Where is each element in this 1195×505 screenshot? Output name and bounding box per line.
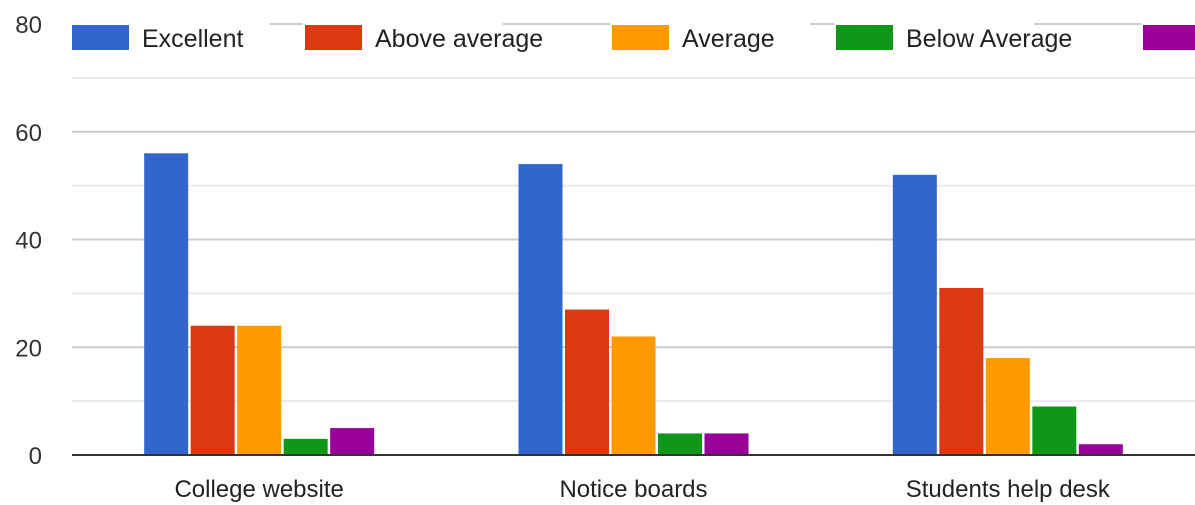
bar	[565, 309, 609, 455]
legend-swatch	[1143, 25, 1195, 50]
bar	[985, 358, 1030, 455]
legend: Excellent Above average Average Below Avera…	[70, 19, 1195, 55]
bar	[237, 325, 282, 455]
legend-label: Excellent	[142, 25, 243, 53]
legend-item: Average	[610, 19, 810, 55]
bar	[1032, 406, 1077, 455]
x-category-label: Students help desk	[906, 476, 1111, 503]
bar	[144, 153, 189, 456]
bar	[1078, 444, 1123, 455]
legend-label: Below Average	[906, 25, 1072, 53]
y-axis-ticks: 0 20 40 60 80	[15, 12, 42, 470]
bar	[190, 325, 235, 455]
legend-swatch	[72, 25, 129, 50]
y-tick-label: 20	[15, 335, 42, 362]
bar	[330, 428, 375, 455]
bar	[658, 433, 702, 455]
legend-item: Excellent	[70, 19, 270, 55]
legend-label: Average	[682, 25, 775, 53]
x-category-label: Notice boards	[559, 476, 707, 503]
bar	[283, 438, 328, 455]
bar	[518, 164, 563, 455]
legend-item: Above average	[303, 19, 543, 55]
bar	[611, 336, 656, 455]
legend-label: Above average	[375, 25, 543, 53]
y-tick-label: 80	[15, 12, 42, 39]
legend-item	[1141, 19, 1195, 55]
bar	[704, 433, 749, 455]
bar	[892, 174, 937, 455]
legend-swatch	[305, 25, 362, 50]
x-axis-labels: College website Notice boards Students hel…	[174, 476, 1110, 503]
legend-swatch	[612, 25, 669, 50]
x-category-label: College website	[174, 476, 343, 503]
y-tick-label: 0	[29, 443, 42, 470]
y-tick-label: 60	[15, 120, 42, 147]
legend-swatch	[836, 25, 893, 50]
legend-item: Below Average	[834, 19, 1072, 55]
bar	[939, 287, 984, 455]
y-tick-label: 40	[15, 228, 42, 255]
bars	[144, 153, 1123, 456]
